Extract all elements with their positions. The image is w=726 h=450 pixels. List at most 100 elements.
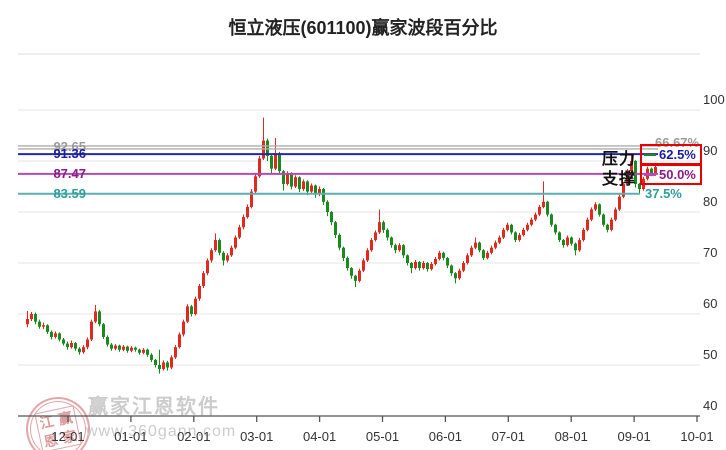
level-price-62-5: 91.36 <box>53 146 86 161</box>
candle-up <box>586 219 589 230</box>
candle-up <box>526 224 529 230</box>
candle-down <box>38 321 41 327</box>
candle-up <box>590 209 593 220</box>
candle-down <box>106 336 109 345</box>
candle-down <box>562 240 565 246</box>
support-pct-box: 50.0% <box>640 164 702 185</box>
candle-down <box>46 325 49 332</box>
candle-up <box>310 185 313 192</box>
candle-up <box>578 240 581 251</box>
candle-up <box>566 237 569 246</box>
candle-up <box>254 176 257 192</box>
candle-down <box>330 212 333 223</box>
candle-up <box>438 252 441 259</box>
candle-up <box>462 263 465 271</box>
support-dash <box>644 173 656 176</box>
candle-down <box>278 153 281 172</box>
candle-up <box>90 321 93 340</box>
candle-down <box>354 275 357 281</box>
y-axis-label: 80 <box>703 194 717 209</box>
candle-up <box>430 264 433 270</box>
y-axis-label: 70 <box>703 245 717 260</box>
x-axis-label: 10-01 <box>680 429 713 444</box>
x-axis-label: 04-01 <box>303 429 336 444</box>
candle-up <box>522 229 525 235</box>
candle-up <box>186 306 189 322</box>
candle-down <box>482 250 485 258</box>
candle-down <box>154 359 157 365</box>
candle-down <box>266 140 269 156</box>
candle-up <box>366 250 369 261</box>
candle-up <box>194 298 197 314</box>
candle-up <box>422 263 425 269</box>
candle-down <box>110 344 113 349</box>
level-pct-37-5: 37.5% <box>645 186 682 201</box>
candle-down <box>634 161 637 184</box>
candle-down <box>334 222 337 235</box>
candle-up <box>302 181 305 190</box>
candle-down <box>510 224 513 233</box>
candle-down <box>282 171 285 184</box>
level-price-37-5: 83.59 <box>53 186 86 201</box>
candle-down <box>418 261 421 269</box>
candle-down <box>322 189 325 202</box>
candle-up <box>122 346 125 350</box>
level-pct-66-67: 66.67% <box>655 135 700 150</box>
candle-down <box>442 252 445 258</box>
x-axis-label: 12-01 <box>51 429 84 444</box>
candle-up <box>210 250 213 261</box>
x-axis-label: 08-01 <box>555 429 588 444</box>
candle-down <box>386 229 389 238</box>
candle-up <box>486 252 489 258</box>
candle-up <box>286 173 289 184</box>
candle-up <box>530 219 533 225</box>
candle-down <box>50 331 53 337</box>
candle-up <box>242 217 245 228</box>
candle-down <box>58 333 61 340</box>
candle-up <box>26 319 29 325</box>
candle-up <box>142 349 145 353</box>
candle-up <box>622 183 625 197</box>
candle-up <box>518 234 521 241</box>
candle-up <box>82 347 85 353</box>
candle-up <box>318 189 321 195</box>
candle-down <box>394 245 397 251</box>
resistance-dash <box>644 153 656 156</box>
candle-down <box>290 173 293 187</box>
candle-down <box>118 345 121 350</box>
candle-down <box>78 348 81 353</box>
candle-down <box>574 243 577 251</box>
candle-up <box>238 227 241 238</box>
candle-up <box>226 255 229 261</box>
candle-up <box>538 206 541 215</box>
candle-up <box>582 229 585 241</box>
x-axis-label: 07-01 <box>492 429 525 444</box>
candle-up <box>370 240 373 251</box>
candle-down <box>338 234 341 248</box>
candle-down <box>298 177 301 190</box>
candle-up <box>206 260 209 274</box>
candle-up <box>170 357 173 368</box>
candle-down <box>326 201 329 212</box>
candle-up <box>274 153 277 169</box>
y-axis-label: 40 <box>703 398 717 413</box>
candle-up <box>246 206 249 218</box>
candle-up <box>30 314 33 320</box>
candle-down <box>74 343 77 349</box>
x-axis-label: 01-01 <box>114 429 147 444</box>
candle-down <box>446 257 449 266</box>
watermark-url: www.360gann.com <box>86 423 237 440</box>
candle-down <box>450 265 453 274</box>
candle-up <box>258 158 261 177</box>
candle-up <box>86 339 89 348</box>
candle-up <box>466 255 469 263</box>
candle-up <box>502 229 505 238</box>
candle-up <box>498 237 501 243</box>
candle-up <box>198 285 201 299</box>
candle-up <box>162 362 165 370</box>
resistance-label: 压力 <box>602 151 637 168</box>
candle-up <box>114 345 117 349</box>
candle-down <box>150 354 153 360</box>
candle-down <box>550 214 553 225</box>
